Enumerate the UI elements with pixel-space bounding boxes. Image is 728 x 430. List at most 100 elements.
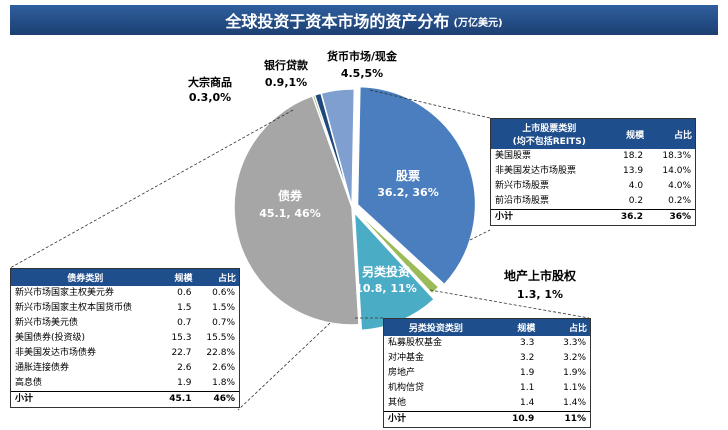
stocks-table-header-cell: 规模 bbox=[607, 119, 648, 149]
stocks-table-cell: 0.2% bbox=[668, 196, 691, 206]
pie-slice-3 bbox=[233, 94, 360, 326]
stocks-table-row: 非美国发达市场股票 13.9 14.0% bbox=[491, 164, 695, 179]
stocks-table-row: 小计 36.2 36% bbox=[491, 209, 695, 225]
stocks-table-cell: 小计 bbox=[491, 209, 608, 225]
bonds-table-cell: 1.5 bbox=[177, 303, 192, 313]
label-name-stocks: 股票 bbox=[396, 168, 420, 183]
stocks-table-cell: 美国股票 bbox=[495, 151, 532, 161]
label-value-stocks: 36.2, 36% bbox=[377, 186, 438, 199]
stocks-table-cell: 新兴市场股票 bbox=[495, 181, 550, 191]
chart-title: 全球投资于资本市场的资产分布 bbox=[225, 12, 450, 31]
bonds-table-cell: 1.5% bbox=[212, 303, 235, 313]
alt-table-cell: 对冲基金 bbox=[388, 353, 425, 363]
pie-slice-0 bbox=[356, 85, 477, 286]
alt-investment-table: 另类投资类别 规模 占比 私募股权基金 3.3 3.3% 对冲基金 3.2 3.2% 房地产 1.9… bbox=[383, 318, 591, 428]
bonds-table-cell: 15.3 bbox=[171, 333, 192, 343]
bonds-table-cell: 22.7 bbox=[171, 348, 192, 358]
stocks-table-cell: 0.2 bbox=[628, 196, 644, 206]
stocks-table-header-cell: 上市股票类别 (均不包括REITS) bbox=[491, 119, 608, 149]
stocks-table-row: 前沿市场股票 0.2 0.2% bbox=[491, 194, 695, 210]
alt-table-header-cell: 占比 bbox=[538, 319, 590, 336]
bonds-table-cell: 非美国发达市场债券 bbox=[15, 348, 97, 358]
alt-table-row: 小计 10.9 11% bbox=[384, 411, 590, 427]
bonds-table-row: 新兴市场国家主权本国货币债 1.5 1.5% bbox=[11, 301, 239, 316]
bonds-table-cell: 15.5% bbox=[206, 333, 235, 343]
bonds-table-cell: 0.6 bbox=[177, 288, 192, 298]
bonds-table-cell: 新兴市场国家主权美元券 bbox=[15, 288, 115, 298]
bonds-table-cell: 美国债券(投资级) bbox=[15, 333, 86, 343]
alt-table-header-cell: 另类投资类别 bbox=[384, 319, 488, 336]
label-name-bonds: 债券 bbox=[278, 188, 303, 203]
leader-alt-right bbox=[429, 289, 590, 319]
alt-table-cell: 小计 bbox=[384, 411, 488, 427]
stocks-table-cell: 前沿市场股票 bbox=[495, 196, 550, 206]
stocks-table-cell: 非美国发达市场股票 bbox=[495, 166, 577, 176]
stocks-table-row: 美国股票 18.2 18.3% bbox=[491, 149, 695, 164]
stocks-table-cell: 4.0 bbox=[628, 181, 644, 191]
bonds-table-cell: 高息债 bbox=[15, 378, 43, 388]
bonds-table-row: 新兴市场国家主权美元券 0.6 0.6% bbox=[11, 286, 239, 301]
label-name-commodities: 大宗商品 bbox=[188, 75, 232, 89]
stocks-table: 上市股票类别 (均不包括REITS) 规模 占比 美国股票 18.2 18.3% 非美国发达… bbox=[490, 118, 696, 226]
stocks-table-cell: 36% bbox=[647, 209, 695, 225]
leader-stocks-bottom bbox=[469, 229, 491, 241]
label-value-reit: 1.3, 1% bbox=[517, 288, 563, 301]
bonds-table-cell: 0.7% bbox=[212, 318, 235, 328]
stocks-table-row: 新兴市场股票 4.0 4.0% bbox=[491, 179, 695, 194]
bonds-table-header-cell: 规模 bbox=[159, 269, 196, 286]
chart-unit: (万亿美元) bbox=[453, 18, 503, 29]
alt-table-cell: 11% bbox=[538, 411, 590, 427]
bonds-table-row: 通胀连接债券 2.6 2.6% bbox=[11, 361, 239, 376]
label-value-cash: 4.5,5% bbox=[341, 67, 383, 80]
bonds-table-cell: 通胀连接债券 bbox=[15, 363, 70, 373]
stocks-table-cell: 13.9 bbox=[623, 166, 644, 176]
bonds-table-header-cell: 占比 bbox=[195, 269, 239, 286]
bonds-table-grid: 债券类别 规模 占比新兴市场国家主权美元券 0.6 0.6% 新兴市场国家主权本国货币债 1… bbox=[11, 269, 239, 407]
alt-table-row: 对冲基金 3.2 3.2% bbox=[384, 351, 590, 366]
bonds-table-cell: 1.9 bbox=[177, 378, 192, 388]
bonds-table-header-cell: 债券类别 bbox=[11, 269, 160, 286]
bonds-table-cell: 新兴市场国家主权本国货币债 bbox=[15, 303, 133, 313]
alt-table-cell: 3.2 bbox=[520, 353, 535, 363]
bonds-table-row: 新兴市场美元债 0.7 0.7% bbox=[11, 316, 239, 331]
bonds-table-cell: 46% bbox=[195, 391, 239, 407]
bonds-table: 债券类别 规模 占比新兴市场国家主权美元券 0.6 0.6% 新兴市场国家主权本国货币债 1… bbox=[10, 268, 240, 408]
label-value-bonds: 45.1, 46% bbox=[259, 207, 320, 220]
stocks-table-cell: 18.2 bbox=[623, 151, 644, 161]
stocks-table-cell: 4.0% bbox=[668, 181, 691, 191]
pie-slice-1 bbox=[351, 206, 440, 295]
leader-bonds-bottom bbox=[237, 322, 331, 411]
label-name-bank-loans: 银行贷款 bbox=[264, 58, 309, 72]
leader-bonds-top bbox=[9, 109, 294, 269]
bonds-table-cell: 小计 bbox=[11, 391, 160, 407]
stocks-table-cell: 36.2 bbox=[607, 209, 648, 225]
alt-table-header-cell: 规模 bbox=[487, 319, 539, 336]
alt-table-cell: 3.2% bbox=[563, 353, 586, 363]
pie-slice-6 bbox=[320, 88, 356, 208]
title-bar: 全球投资于资本市场的资产分布 (万亿美元) bbox=[10, 5, 718, 35]
label-name-alt: 另类投资 bbox=[362, 264, 410, 279]
alt-table-row: 房地产 1.9 1.9% bbox=[384, 366, 590, 381]
alt-table-cell: 1.9 bbox=[520, 368, 535, 378]
stocks-table-cell: 18.3% bbox=[662, 151, 691, 161]
bonds-table-row: 美国债券(投资级) 15.3 15.5% bbox=[11, 331, 239, 346]
alt-table-row: 机构信贷 1.1 1.1% bbox=[384, 381, 590, 396]
alt-table-cell: 1.1% bbox=[563, 383, 586, 393]
label-value-commodities: 0.3,0% bbox=[189, 91, 231, 104]
label-name-cash: 货币市场/现金 bbox=[326, 49, 398, 63]
alt-table-cell: 1.4 bbox=[520, 398, 535, 408]
bonds-table-cell: 45.1 bbox=[159, 391, 196, 407]
stocks-table-grid: 上市股票类别 (均不包括REITS) 规模 占比 美国股票 18.2 18.3% 非美国发达… bbox=[491, 119, 695, 225]
alt-table-cell: 1.1 bbox=[520, 383, 535, 393]
bonds-table-cell: 新兴市场美元债 bbox=[15, 318, 79, 328]
bonds-table-row: 非美国发达市场债券 22.7 22.8% bbox=[11, 346, 239, 361]
leader-stocks-top bbox=[369, 89, 491, 119]
alt-table-cell: 3.3% bbox=[563, 338, 586, 348]
alt-table-cell: 3.3 bbox=[520, 338, 535, 348]
bonds-table-cell: 0.6% bbox=[212, 288, 235, 298]
bonds-table-cell: 2.6 bbox=[177, 363, 192, 373]
bonds-table-cell: 2.6% bbox=[212, 363, 235, 373]
label-name-reit: 地产上市股权 bbox=[504, 268, 577, 283]
alt-table-row: 私募股权基金 3.3 3.3% bbox=[384, 336, 590, 351]
